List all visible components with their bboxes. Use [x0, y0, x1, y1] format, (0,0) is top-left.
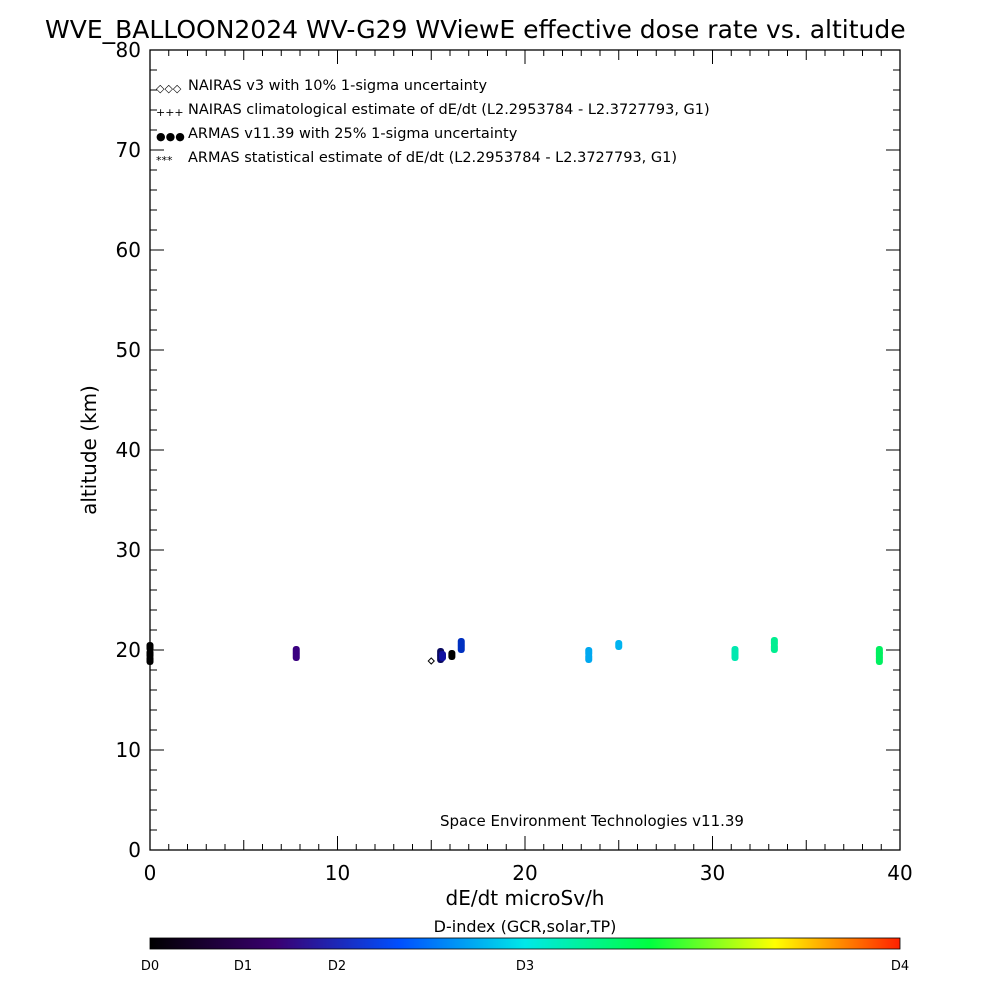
x-tick-label: 30 [700, 861, 725, 885]
armas-point [448, 650, 456, 660]
armas-point [731, 646, 739, 656]
nairas-point [427, 657, 435, 665]
plot-frame [149, 49, 901, 851]
legend: ◇◇◇ NAIRAS v3 with 10% 1-sigma uncertaint… [156, 78, 710, 167]
armas-point [585, 647, 593, 657]
legend-label: NAIRAS climatological estimate of dE/dt … [188, 102, 710, 118]
y-tick-label: 60 [116, 238, 141, 262]
x-tick-label: 20 [512, 861, 537, 885]
y-tick-label: 10 [116, 738, 141, 762]
armas-point [457, 638, 465, 648]
x-tick-label: 10 [325, 861, 350, 885]
y-tick-label: 50 [116, 338, 141, 362]
colorbar-label: D0 [141, 959, 159, 974]
credit-annotation: Space Environment Technologies v11.39 [440, 812, 744, 830]
colorbar-label: D2 [328, 959, 346, 974]
y-tick-label: 0 [128, 838, 141, 862]
legend-symbol: +++ [156, 106, 184, 119]
colorbar [149, 937, 901, 950]
legend-symbol: ◇◇◇ [156, 82, 182, 95]
x-tick-labels: 0 10 20 30 40 [144, 861, 913, 885]
colorbar-labels: D0 D1 D2 D3 D4 [141, 959, 909, 974]
y-tick-labels: 0 10 20 30 40 50 60 70 80 [116, 38, 141, 862]
chart-title: WVE_BALLOON2024 WV-G29 WViewE effective … [45, 15, 906, 44]
axis-ticks [149, 49, 901, 851]
armas-point [439, 651, 446, 661]
armas-point [615, 640, 623, 650]
y-tick-label: 70 [116, 138, 141, 162]
legend-label: ARMAS statistical estimate of dE/dt (L2.… [188, 150, 677, 166]
y-axis-label: altitude (km) [77, 385, 101, 515]
armas-point [146, 642, 154, 652]
x-tick-label: 0 [144, 861, 157, 885]
colorbar-label: D1 [234, 959, 252, 974]
armas-point [875, 646, 883, 656]
legend-label: NAIRAS v3 with 10% 1-sigma uncertainty [188, 78, 487, 94]
legend-symbol: *** [156, 154, 173, 167]
x-tick-label: 40 [887, 861, 912, 885]
armas-point [292, 646, 300, 656]
colorbar-label: D4 [891, 959, 909, 974]
y-tick-label: 80 [116, 38, 141, 62]
y-tick-label: 40 [116, 438, 141, 462]
data-points [146, 637, 883, 665]
armas-point [770, 637, 778, 647]
colorbar-label: D3 [516, 959, 534, 974]
legend-label: ARMAS v11.39 with 25% 1-sigma uncertaint… [188, 126, 518, 142]
y-tick-label: 30 [116, 538, 141, 562]
y-tick-label: 20 [116, 638, 141, 662]
x-axis-label: dE/dt microSv/h [446, 886, 605, 910]
legend-symbol: ●●● [156, 130, 185, 143]
colorbar-title: D-index (GCR,solar,TP) [434, 917, 617, 936]
